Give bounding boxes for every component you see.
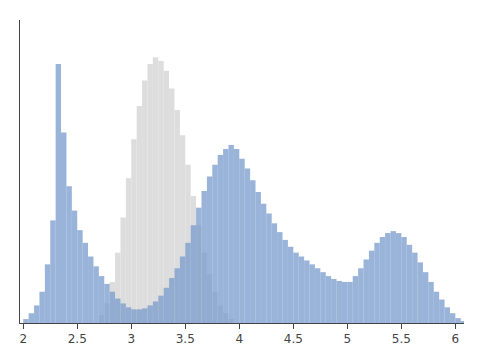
svg-text:6: 6 xyxy=(452,332,460,346)
svg-text:4: 4 xyxy=(235,332,243,346)
svg-text:3.5: 3.5 xyxy=(176,332,195,346)
svg-text:4.5: 4.5 xyxy=(284,332,303,346)
svg-text:2: 2 xyxy=(19,332,27,346)
svg-text:5.5: 5.5 xyxy=(392,332,411,346)
svg-text:3: 3 xyxy=(127,332,135,346)
svg-text:5: 5 xyxy=(344,332,352,346)
svg-text:2.5: 2.5 xyxy=(68,332,87,346)
